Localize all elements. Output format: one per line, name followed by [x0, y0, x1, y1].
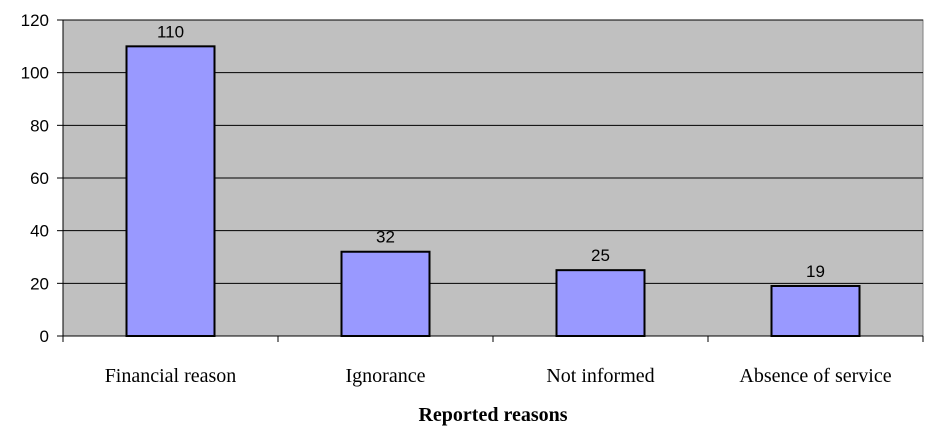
y-tick-label: 120 — [21, 11, 49, 30]
category-label: Not informed — [546, 365, 654, 387]
data-label: 110 — [157, 22, 184, 41]
y-tick-label: 20 — [30, 274, 49, 293]
category-labels: Financial reason Ignorance Not informed Abs… — [105, 365, 892, 387]
data-label: 25 — [591, 246, 610, 265]
bar-absence-of-service — [770, 284, 861, 338]
data-label: 19 — [806, 262, 825, 281]
bar-not-informed — [555, 269, 646, 337]
y-tick-label: 100 — [21, 64, 49, 83]
bars — [125, 45, 861, 338]
y-tick-label: 0 — [40, 327, 49, 346]
x-axis-title: Reported reasons — [418, 404, 567, 426]
bar-ignorance — [340, 250, 431, 338]
y-tick-label: 80 — [30, 116, 49, 135]
data-label: 32 — [376, 228, 395, 247]
category-label: Ignorance — [346, 365, 426, 387]
category-label: Absence of service — [739, 365, 891, 387]
y-axis: 0 20 40 60 80 100 120 — [21, 11, 64, 346]
data-labels: 110 32 25 19 — [157, 22, 825, 281]
bar-financial-reason — [125, 45, 216, 337]
category-label: Financial reason — [105, 365, 237, 387]
y-tick-label: 40 — [30, 222, 49, 241]
y-tick-label: 60 — [30, 169, 49, 188]
